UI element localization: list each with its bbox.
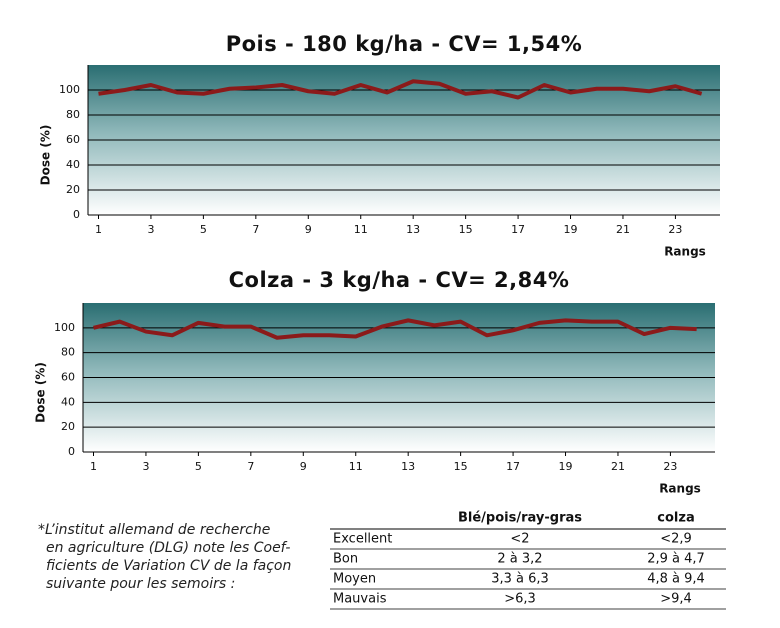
y-axis-title: Dose (%) <box>34 362 48 423</box>
chart-title: Colza - 3 kg/ha - CV= 2,84% <box>229 268 570 292</box>
x-tick-label: 9 <box>305 223 312 236</box>
table-cell: Bon <box>333 552 358 567</box>
note-line: suivante pour les semoirs : <box>46 576 235 592</box>
x-tick-label: 17 <box>506 460 520 473</box>
x-tick-label: 21 <box>616 223 630 236</box>
x-tick-label: 7 <box>252 223 259 236</box>
x-tick-label: 17 <box>511 223 525 236</box>
x-tick-label: 11 <box>349 460 363 473</box>
x-tick-label: 5 <box>195 460 202 473</box>
x-tick-label: 3 <box>142 460 149 473</box>
y-tick-label: 20 <box>61 420 75 433</box>
x-tick-label: 15 <box>459 223 473 236</box>
y-tick-label: 80 <box>66 108 80 121</box>
table-cell: <2,9 <box>660 532 692 547</box>
x-tick-label: 23 <box>668 223 682 236</box>
x-tick-label: 19 <box>564 223 578 236</box>
x-tick-label: 1 <box>90 460 97 473</box>
table-cell: Moyen <box>333 572 376 587</box>
x-tick-label: 5 <box>200 223 207 236</box>
table-cell: <2 <box>510 532 529 547</box>
chart-title: Pois - 180 kg/ha - CV= 1,54% <box>226 32 583 56</box>
x-tick-label: 23 <box>663 460 677 473</box>
note-line: ficients de Variation CV de la façon <box>46 558 291 574</box>
table-cell: 4,8 à 9,4 <box>647 572 705 587</box>
x-tick-label: 1 <box>95 223 102 236</box>
y-tick-label: 40 <box>61 395 75 408</box>
note-line: *L’institut allemand de recherche <box>38 522 270 538</box>
table-cell: 3,3 à 6,3 <box>491 572 549 587</box>
note-line: en agriculture (DLG) note les Coef- <box>46 540 290 556</box>
x-tick-label: 7 <box>247 460 254 473</box>
table-cell: >6,3 <box>504 592 536 607</box>
x-tick-label: 15 <box>454 460 468 473</box>
x-tick-label: 21 <box>611 460 625 473</box>
table-header: colza <box>657 511 694 526</box>
y-tick-label: 100 <box>59 83 80 96</box>
table-cell: Excellent <box>333 532 392 547</box>
table-cell: >9,4 <box>660 592 692 607</box>
y-tick-label: 0 <box>68 445 75 458</box>
y-tick-label: 100 <box>54 321 75 334</box>
table-cell: 2,9 à 4,7 <box>647 552 705 567</box>
table-cell: 2 à 3,2 <box>497 552 542 567</box>
y-tick-label: 0 <box>73 208 80 221</box>
y-tick-label: 60 <box>61 371 75 384</box>
x-tick-label: 19 <box>559 460 573 473</box>
data-line <box>93 318 697 340</box>
y-axis-title: Dose (%) <box>39 125 53 186</box>
x-axis-title: Rangs <box>664 245 706 259</box>
table-cell: Mauvais <box>333 592 387 607</box>
y-tick-label: 60 <box>66 133 80 146</box>
x-tick-label: 11 <box>354 223 368 236</box>
table-header: Blé/pois/ray-gras <box>458 511 582 526</box>
data-line <box>98 79 703 100</box>
y-tick-label: 40 <box>66 158 80 171</box>
x-axis-title: Rangs <box>659 482 701 496</box>
y-tick-label: 20 <box>66 183 80 196</box>
y-tick-label: 80 <box>61 346 75 359</box>
x-tick-label: 9 <box>300 460 307 473</box>
x-tick-label: 13 <box>401 460 415 473</box>
x-tick-label: 3 <box>147 223 154 236</box>
x-tick-label: 13 <box>406 223 420 236</box>
